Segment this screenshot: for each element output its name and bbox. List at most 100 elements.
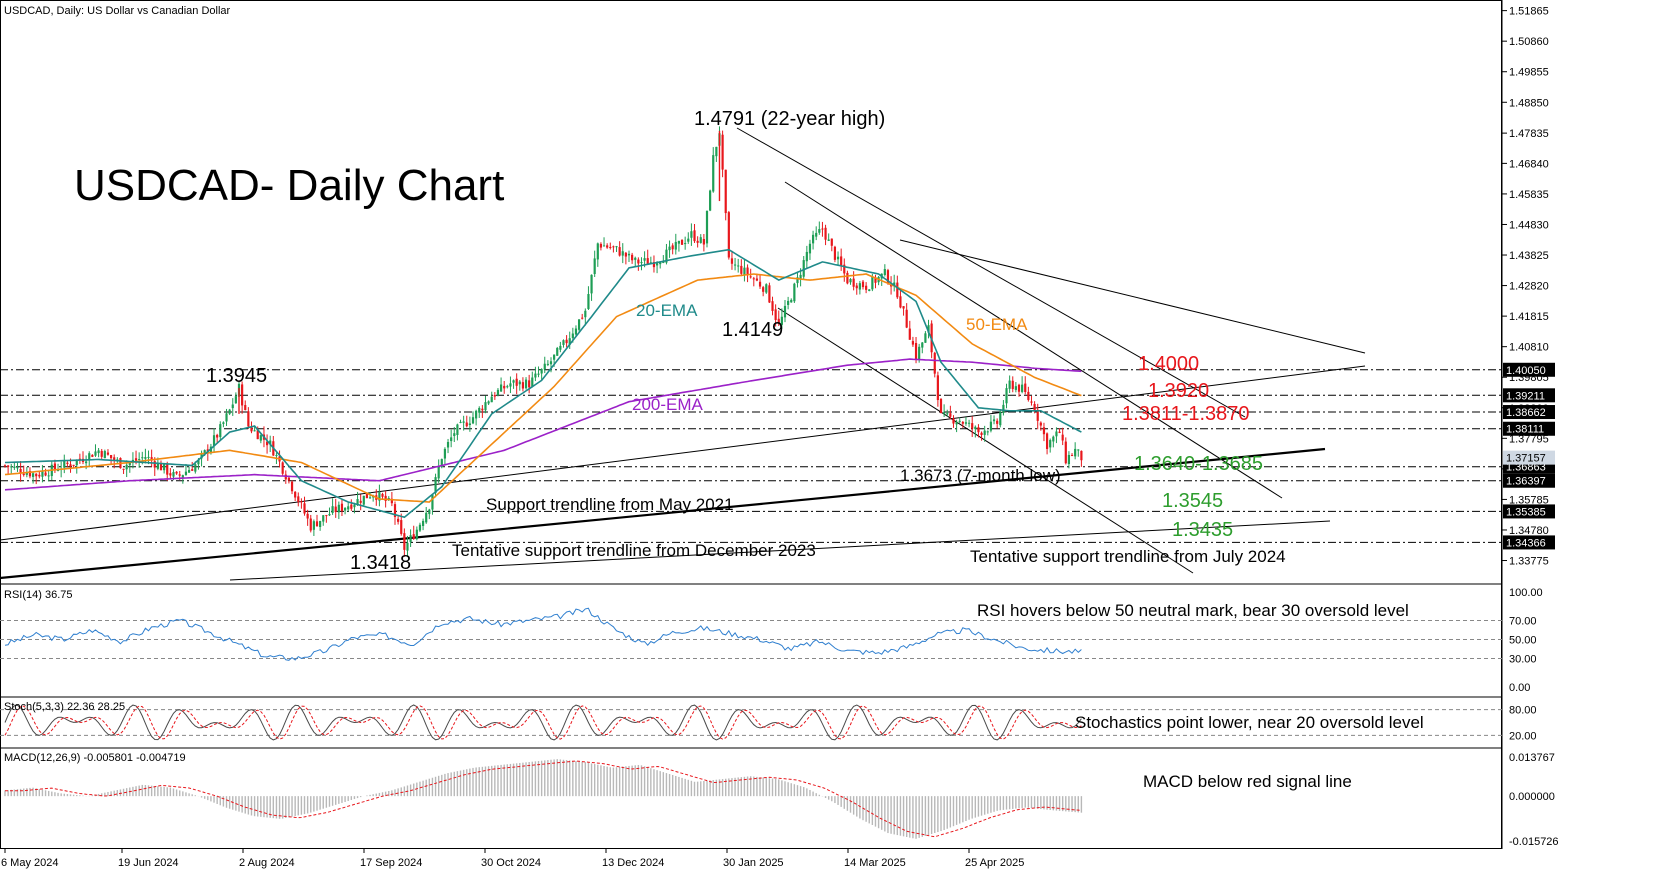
- price-tick-label: 1.40810: [1509, 342, 1549, 354]
- candle-body: [602, 245, 606, 247]
- candle-body: [359, 500, 362, 503]
- candle-body: [453, 433, 456, 437]
- candle-body: [996, 420, 999, 424]
- date-tick-label: 25 Apr 2025: [965, 857, 1024, 869]
- candle-body: [740, 265, 743, 274]
- axes: 1.51865 1.50860 1.49855 1.48850 1.47835 1.468…: [1, 6, 1555, 869]
- level-label-2: 1.3811-1.3870: [1122, 403, 1250, 425]
- candle-body: [886, 270, 890, 284]
- candle-body: [331, 506, 334, 513]
- candle-body: [737, 265, 740, 267]
- candle-body: [811, 234, 815, 244]
- candle-body: [914, 343, 918, 360]
- candle-body: [47, 475, 50, 477]
- candle-body: [627, 253, 631, 256]
- candle-body: [783, 305, 787, 318]
- candle-body: [1008, 380, 1011, 389]
- rsi-tick-label: 0.00: [1509, 682, 1530, 694]
- level-price-tag-bg: [1503, 504, 1555, 519]
- candle-body: [222, 422, 225, 424]
- candle-body: [1011, 380, 1014, 390]
- candle-body: [35, 473, 38, 477]
- candle-body: [16, 467, 19, 469]
- candle-body: [949, 413, 952, 417]
- candle-body: [790, 299, 793, 303]
- candle-body: [191, 469, 194, 471]
- candle-body: [905, 309, 908, 328]
- candle-body: [350, 504, 353, 509]
- candle-body: [265, 441, 269, 446]
- candle-body: [543, 363, 546, 370]
- candle-body: [565, 339, 568, 344]
- candle-body: [659, 262, 662, 265]
- symbol-header: USDCAD, Daily: US Dollar vs Canadian Dol…: [4, 5, 231, 17]
- candle-body: [468, 423, 471, 425]
- candle-body: [490, 396, 493, 403]
- ema-20-label: 20-EMA: [636, 301, 698, 320]
- candle-body: [805, 251, 808, 262]
- rsi-line: [4, 607, 1082, 661]
- candle-body: [325, 515, 328, 517]
- candle-body: [989, 421, 993, 431]
- candle-body: [1052, 436, 1055, 442]
- candle-body: [609, 246, 612, 248]
- level-price-tag: 1.36863: [1506, 462, 1546, 474]
- price-tick-label: 1.49855: [1509, 67, 1549, 79]
- candle-body: [593, 258, 596, 275]
- candle-body: [596, 243, 599, 260]
- candle-body: [94, 451, 97, 456]
- candle-body: [836, 256, 840, 260]
- price-tick-label: 1.41815: [1509, 311, 1549, 323]
- candle-body: [72, 464, 75, 466]
- candle-body: [933, 352, 936, 374]
- candle-body: [983, 430, 986, 435]
- candle-body: [250, 426, 253, 432]
- candle-body: [134, 458, 138, 461]
- candle-body: [100, 450, 103, 457]
- price-tick-label: 1.43825: [1509, 250, 1549, 262]
- candle-body: [861, 281, 865, 288]
- candle-body: [749, 276, 752, 278]
- candle-body: [777, 318, 780, 324]
- candle-body: [38, 474, 41, 477]
- chart-title: USDCAD- Daily Chart: [74, 161, 504, 210]
- candle-body: [484, 402, 487, 411]
- candle-body: [774, 309, 777, 320]
- candle-body: [721, 134, 724, 170]
- candle-body: [365, 493, 369, 499]
- resistance-line-from-high: [899, 239, 1366, 354]
- stoch-tick-label: 80.00: [1509, 705, 1537, 717]
- candle-body: [634, 257, 637, 260]
- stoch-main-line: [4, 704, 1082, 741]
- candle-body: [300, 501, 303, 503]
- date-tick-label: 14 Mar 2025: [844, 857, 906, 869]
- candle-body: [150, 457, 153, 461]
- candle-body: [808, 243, 812, 254]
- candle-body: [1064, 441, 1067, 464]
- candle-body: [459, 421, 462, 423]
- candle-body: [918, 346, 921, 361]
- candle-body: [19, 468, 22, 474]
- rsi-tick-label: 100.00: [1509, 587, 1543, 599]
- candle-body: [512, 380, 515, 383]
- candle-body: [1061, 434, 1064, 441]
- candle-body: [172, 472, 175, 477]
- candle-body: [587, 294, 590, 310]
- level-price-tag: 1.34366: [1506, 537, 1546, 549]
- candle-body: [25, 472, 28, 475]
- candles: [3, 126, 1083, 557]
- candle-body: [356, 499, 359, 506]
- candle-body: [169, 473, 172, 476]
- candle-body: [28, 470, 32, 477]
- candle-body: [865, 285, 868, 290]
- candle-body: [927, 325, 930, 333]
- candle-body: [1021, 384, 1024, 392]
- candle-body: [231, 404, 234, 409]
- candle-body: [153, 461, 156, 468]
- candle-body: [481, 408, 484, 411]
- candle-body: [253, 430, 256, 432]
- price-tick-label: 1.47835: [1509, 128, 1549, 140]
- candle-body: [106, 452, 110, 455]
- date-tick-label: 30 Jan 2025: [723, 857, 784, 869]
- stoch-tick-label: 20.00: [1509, 730, 1537, 742]
